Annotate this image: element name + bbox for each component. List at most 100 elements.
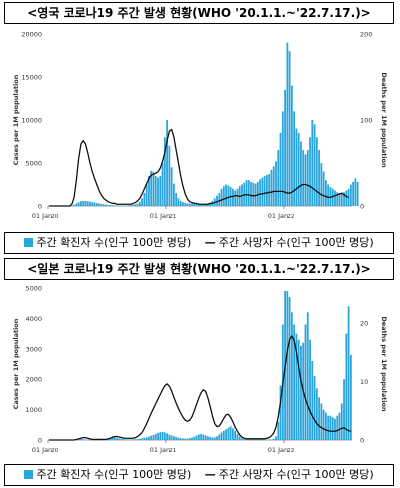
uk-cases-bar bbox=[107, 204, 110, 206]
jp-cases-bar bbox=[329, 415, 332, 440]
uk-cases-bar bbox=[73, 204, 75, 206]
uk-cases-bar bbox=[268, 174, 271, 206]
uk-cases-bar bbox=[288, 51, 291, 207]
jp-cases-bar bbox=[114, 437, 116, 440]
uk-cases-bar bbox=[277, 150, 280, 206]
uk-cases-bar bbox=[148, 175, 150, 206]
jp-x-tick-label: 01 Jan bbox=[150, 446, 170, 454]
uk-x-tick-label: 01 Jan bbox=[150, 212, 170, 220]
jp-cases-bar bbox=[222, 430, 225, 440]
jp-y-tick-label: 5000 bbox=[25, 285, 42, 293]
uk-cases-bar bbox=[166, 120, 169, 206]
uk-cases-bar bbox=[320, 163, 323, 206]
jp-cases-bar bbox=[211, 437, 214, 440]
jp-y2-tick-label: 20 bbox=[360, 320, 368, 328]
jp-cases-bar bbox=[334, 418, 336, 440]
uk-cases-bar bbox=[218, 193, 221, 206]
jp-cases-bar bbox=[111, 436, 114, 440]
uk-cases-bar bbox=[270, 169, 273, 206]
jp-cases-bar bbox=[349, 354, 352, 440]
jp-cases-bar bbox=[150, 435, 153, 440]
jp-cases-bar bbox=[177, 437, 180, 440]
uk-cases-bar bbox=[145, 184, 148, 206]
uk-cases-bar bbox=[75, 203, 78, 206]
uk-cases-bar bbox=[329, 187, 332, 206]
uk-cases-bar bbox=[186, 203, 189, 206]
jp-cases-bar bbox=[286, 291, 289, 440]
jp-cases-bar bbox=[134, 439, 137, 440]
jp-cases-bar bbox=[309, 339, 311, 440]
uk-cases-bar bbox=[318, 150, 321, 206]
uk-cases-bar bbox=[349, 184, 352, 206]
uk-cases-bar bbox=[290, 85, 293, 206]
uk-cases-bar bbox=[259, 179, 262, 206]
jp-cases-bar bbox=[193, 436, 196, 440]
uk-y-tick-label: 10000 bbox=[21, 117, 42, 125]
uk-cases-bar bbox=[256, 181, 259, 206]
uk-cases-bar bbox=[334, 190, 336, 206]
jp-x-tick-label: 01 Jan bbox=[268, 446, 288, 454]
jp-cases-bar bbox=[325, 412, 327, 440]
uk-cases-bar bbox=[272, 166, 275, 206]
uk-cases-bar bbox=[234, 190, 237, 206]
uk-cases-bar bbox=[159, 175, 162, 206]
jp-cases-bar bbox=[195, 435, 198, 440]
uk-cases-bar bbox=[125, 205, 128, 206]
uk-cases-bar bbox=[82, 200, 85, 206]
uk-cases-bar bbox=[163, 137, 166, 206]
jp-y-tick-label: 4000 bbox=[25, 315, 42, 323]
jp-cases-bar bbox=[175, 436, 178, 440]
jp-cases-bar bbox=[200, 433, 203, 440]
uk-cases-bar bbox=[227, 185, 230, 206]
uk-cases-bar bbox=[93, 202, 96, 206]
uk-cases-bar bbox=[143, 193, 146, 206]
jp-cases-bar bbox=[143, 437, 146, 440]
uk-legend: 주간 확진자 수(인구 100만 명당) — 주간 사망자 수(인구 100만 명… bbox=[4, 232, 394, 254]
jp-cases-bar bbox=[243, 439, 246, 440]
uk-cases-bar bbox=[138, 201, 141, 206]
uk-cases-bar bbox=[302, 150, 305, 206]
uk-y-tick-label: 5000 bbox=[25, 160, 42, 168]
jp-legend-cases-label: 주간 확진자 수(인구 100만 명당) bbox=[36, 468, 192, 481]
jp-cases-bar bbox=[297, 339, 300, 440]
uk-y2-tick-label: 100 bbox=[360, 117, 372, 125]
uk-cases-bar bbox=[247, 180, 250, 206]
jp-cases-bar bbox=[320, 403, 323, 440]
uk-cases-bar bbox=[134, 204, 137, 206]
jp-cases-bar bbox=[138, 438, 141, 440]
jp-cases-bar bbox=[186, 438, 189, 440]
uk-cases-bar bbox=[157, 177, 159, 206]
uk-cases-bar bbox=[161, 163, 164, 206]
uk-cases-bar bbox=[352, 181, 355, 206]
jp-cases-bar bbox=[184, 438, 187, 440]
uk-cases-bar bbox=[79, 201, 82, 206]
uk-cases-bar bbox=[293, 111, 296, 206]
jp-y2-tick-label: 0 bbox=[360, 437, 364, 445]
uk-cases-bar bbox=[200, 204, 203, 206]
jp-cases-bar bbox=[218, 434, 221, 440]
uk-x-tick-label: 01 Jan bbox=[268, 212, 288, 220]
jp-cases-bar bbox=[179, 438, 182, 440]
uk-cases-bar bbox=[104, 204, 107, 206]
jp-cases-bar bbox=[182, 438, 184, 440]
uk-cases-bar bbox=[70, 205, 73, 206]
jp-cases-bar bbox=[229, 426, 232, 440]
jp-cases-bar bbox=[313, 376, 316, 440]
uk-cases-bar bbox=[182, 202, 184, 206]
jp-cases-bar bbox=[129, 439, 132, 440]
jp-cases-bar bbox=[272, 438, 275, 440]
deaths-line-marker: — bbox=[204, 236, 216, 249]
uk-cases-bar bbox=[331, 188, 334, 206]
jp-cases-bar bbox=[236, 433, 239, 440]
uk-cases-bar bbox=[209, 202, 212, 206]
uk-cases-bar bbox=[114, 205, 116, 206]
uk-cases-bar bbox=[325, 180, 327, 206]
jp-y-axis-title: Cases per 1M population bbox=[12, 318, 20, 409]
uk-cases-bar bbox=[279, 132, 282, 206]
uk-cases-bar bbox=[261, 177, 264, 206]
jp-cases-bar bbox=[154, 433, 157, 440]
jp-cases-bar bbox=[345, 333, 348, 440]
uk-legend-deaths-label: 주간 사망자 수(인구 100만 명당) bbox=[218, 236, 374, 249]
